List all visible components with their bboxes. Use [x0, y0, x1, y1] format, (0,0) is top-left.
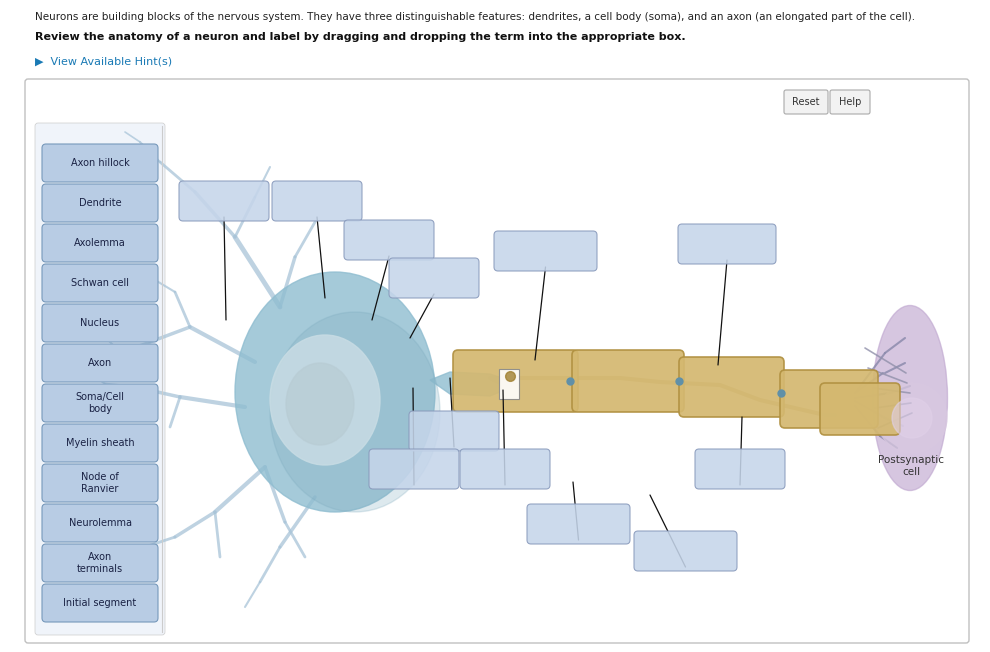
Text: Axolemma: Axolemma	[74, 238, 126, 248]
Text: Postsynaptic
cell: Postsynaptic cell	[878, 455, 944, 477]
Text: Nucleus: Nucleus	[80, 318, 120, 328]
FancyBboxPatch shape	[820, 383, 900, 435]
Text: Initial segment: Initial segment	[63, 598, 137, 608]
FancyBboxPatch shape	[42, 504, 158, 542]
Text: Help: Help	[839, 97, 861, 107]
FancyBboxPatch shape	[42, 544, 158, 582]
FancyBboxPatch shape	[42, 384, 158, 422]
FancyBboxPatch shape	[780, 370, 878, 428]
Text: Myelin sheath: Myelin sheath	[65, 438, 135, 448]
FancyBboxPatch shape	[272, 181, 362, 221]
Ellipse shape	[270, 312, 440, 512]
FancyBboxPatch shape	[42, 264, 158, 302]
Ellipse shape	[270, 335, 380, 465]
Polygon shape	[430, 372, 520, 396]
FancyBboxPatch shape	[369, 449, 459, 489]
FancyBboxPatch shape	[679, 357, 784, 417]
FancyBboxPatch shape	[527, 504, 630, 544]
FancyBboxPatch shape	[42, 184, 158, 222]
FancyBboxPatch shape	[42, 224, 158, 262]
Text: Axon
terminals: Axon terminals	[77, 552, 123, 574]
FancyBboxPatch shape	[499, 369, 519, 399]
FancyBboxPatch shape	[25, 79, 969, 643]
Text: Schwan cell: Schwan cell	[71, 278, 129, 288]
Text: Reset: Reset	[792, 97, 820, 107]
FancyBboxPatch shape	[42, 424, 158, 462]
FancyBboxPatch shape	[830, 90, 870, 114]
FancyBboxPatch shape	[344, 220, 434, 260]
FancyBboxPatch shape	[494, 231, 597, 271]
FancyBboxPatch shape	[389, 258, 479, 298]
FancyBboxPatch shape	[453, 350, 578, 412]
FancyBboxPatch shape	[42, 464, 158, 502]
FancyBboxPatch shape	[42, 584, 158, 622]
Text: Dendrite: Dendrite	[78, 198, 122, 208]
FancyBboxPatch shape	[784, 90, 828, 114]
Ellipse shape	[286, 363, 354, 445]
Text: Neurons are building blocks of the nervous system. They have three distinguishab: Neurons are building blocks of the nervo…	[35, 12, 915, 22]
FancyBboxPatch shape	[42, 304, 158, 342]
Text: Soma/Cell
body: Soma/Cell body	[75, 393, 125, 414]
Text: Node of
Ranvier: Node of Ranvier	[81, 472, 119, 494]
FancyBboxPatch shape	[678, 224, 776, 264]
Ellipse shape	[235, 272, 435, 512]
Circle shape	[892, 398, 932, 438]
Ellipse shape	[872, 306, 947, 490]
Text: ▶  View Available Hint(s): ▶ View Available Hint(s)	[35, 56, 172, 66]
Text: Axon hillock: Axon hillock	[70, 158, 130, 168]
Text: Axon: Axon	[88, 358, 112, 368]
FancyBboxPatch shape	[460, 449, 550, 489]
FancyBboxPatch shape	[572, 350, 684, 412]
FancyBboxPatch shape	[634, 531, 737, 571]
FancyBboxPatch shape	[42, 144, 158, 182]
Text: Review the anatomy of a neuron and label by dragging and dropping the term into : Review the anatomy of a neuron and label…	[35, 32, 686, 42]
FancyBboxPatch shape	[179, 181, 269, 221]
FancyBboxPatch shape	[695, 449, 785, 489]
Text: Neurolemma: Neurolemma	[68, 518, 132, 528]
FancyBboxPatch shape	[42, 344, 158, 382]
FancyBboxPatch shape	[409, 411, 499, 451]
Circle shape	[877, 383, 947, 453]
FancyBboxPatch shape	[35, 123, 165, 635]
